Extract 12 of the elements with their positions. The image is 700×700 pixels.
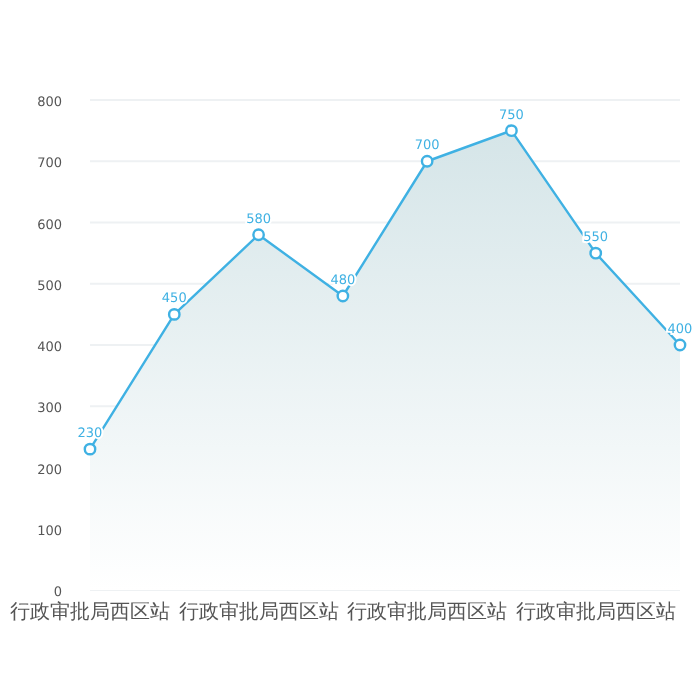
point — [252, 228, 265, 242]
x-tick-label: 行政审批局西区站 — [178, 600, 339, 624]
point — [589, 246, 603, 260]
x-tick-label: 行政审批局西区站 — [10, 600, 170, 624]
x-tick-label: 行政审批局西区站 — [515, 600, 676, 624]
point — [673, 338, 687, 352]
point — [167, 307, 181, 321]
point — [505, 124, 518, 138]
point — [420, 154, 434, 168]
point — [83, 442, 97, 456]
x-tick-label: 行政审批局西区站 — [347, 600, 508, 624]
point — [336, 289, 350, 303]
